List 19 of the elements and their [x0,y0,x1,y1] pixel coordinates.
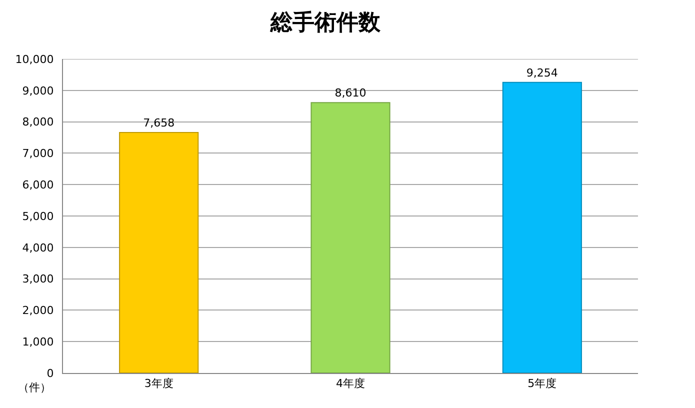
data-label: 8,610 [334,86,366,100]
y-tick-label: 5,000 [22,210,54,223]
y-tick-label: 2,000 [22,304,54,318]
data-label: 9,254 [526,66,558,80]
y-tick-label: 1,000 [22,335,54,348]
x-tick-label: 4年度 [336,377,365,390]
chart-title: 総手術件数 [269,10,382,36]
y-tick-label: 4,000 [22,241,54,254]
x-tick-label: 5年度 [528,377,557,390]
y-tick-label: 3,000 [22,272,54,286]
y-tick-label: 7,000 [22,147,54,160]
y-tick-label: 0 [46,366,54,380]
data-label: 7,658 [143,116,175,130]
x-tick-label: 3年度 [144,377,174,390]
y-tick-label: 10,000 [15,52,54,66]
y-tick-label: 8,000 [22,116,54,129]
y-axis-title: （件） [18,381,51,394]
y-tick-label: 9,000 [22,84,54,98]
y-tick-label: 6,000 [22,178,54,192]
